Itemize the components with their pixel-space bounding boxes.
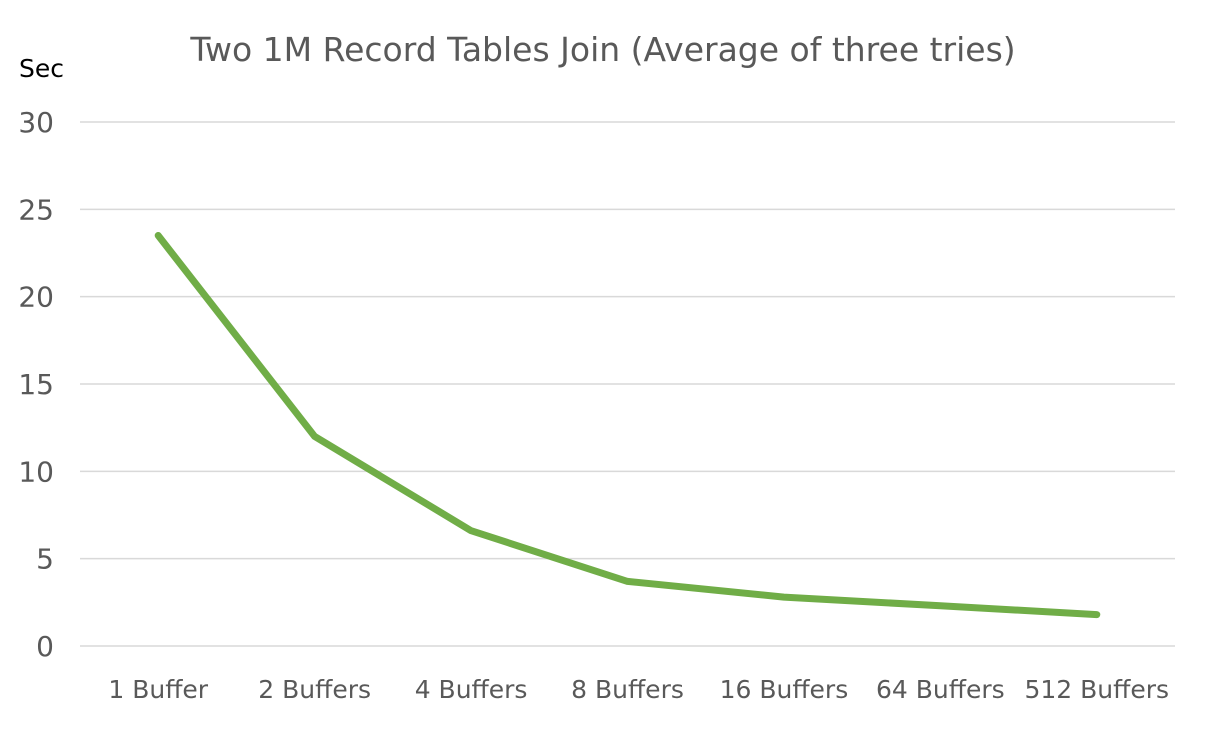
x-tick-label: 8 Buffers bbox=[571, 675, 684, 704]
x-tick-label: 64 Buffers bbox=[876, 675, 1005, 704]
x-tick-label: 512 Buffers bbox=[1024, 675, 1169, 704]
y-tick-label: 15 bbox=[18, 368, 54, 401]
series-layer bbox=[158, 235, 1097, 614]
x-tick-label: 1 Buffer bbox=[108, 675, 208, 704]
x-axis-ticks: 1 Buffer 2 Buffers 4 Buffers 8 Buffers 16 Bu… bbox=[108, 675, 1169, 704]
y-axis-label: Sec bbox=[19, 54, 64, 83]
series-line bbox=[158, 236, 1097, 615]
y-axis-ticks: 0 5 10 15 20 25 30 bbox=[18, 106, 54, 663]
x-tick-label: 16 Buffers bbox=[720, 675, 849, 704]
y-tick-label: 5 bbox=[36, 543, 54, 576]
y-tick-label: 25 bbox=[18, 193, 54, 226]
gridlines bbox=[80, 122, 1175, 646]
y-tick-label: 20 bbox=[18, 281, 54, 314]
y-tick-label: 10 bbox=[18, 455, 54, 488]
y-tick-label: 0 bbox=[36, 630, 54, 663]
x-tick-label: 2 Buffers bbox=[258, 675, 371, 704]
chart-title: Two 1M Record Tables Join (Average of th… bbox=[189, 30, 1015, 69]
x-tick-label: 4 Buffers bbox=[415, 675, 528, 704]
y-tick-label: 30 bbox=[18, 106, 54, 139]
